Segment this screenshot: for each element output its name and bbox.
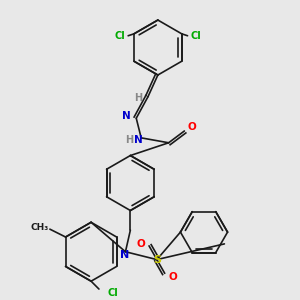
- Text: H: H: [125, 135, 134, 145]
- Text: O: O: [137, 239, 146, 249]
- Text: CH₃: CH₃: [31, 223, 49, 232]
- Text: S: S: [153, 255, 161, 265]
- Text: Cl: Cl: [190, 31, 201, 41]
- Text: N: N: [122, 111, 131, 121]
- Text: Cl: Cl: [107, 288, 118, 298]
- Text: O: O: [188, 122, 197, 132]
- Text: H: H: [134, 93, 142, 103]
- Text: O: O: [168, 272, 177, 282]
- Text: N: N: [120, 250, 129, 260]
- Text: Cl: Cl: [115, 31, 126, 41]
- Text: N: N: [134, 135, 142, 145]
